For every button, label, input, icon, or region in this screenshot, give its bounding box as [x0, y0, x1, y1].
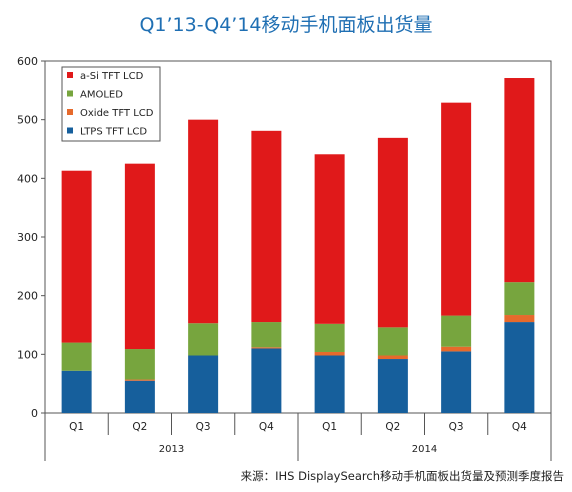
bar-segment-amoled	[188, 323, 219, 356]
bar-segment-oxide-tft-lcd	[441, 346, 472, 352]
legend-label: LTPS TFT LCD	[80, 127, 147, 138]
x-tick-label: Q3	[196, 421, 211, 433]
y-tick-label: 400	[17, 172, 38, 185]
legend-swatch	[67, 72, 73, 78]
bar-segment-oxide-tft-lcd	[377, 355, 408, 360]
bar-segment-a-si-tft-lcd	[377, 137, 408, 328]
year-label: 2014	[412, 444, 437, 455]
bar-segment-ltps-tft-lcd	[251, 348, 282, 413]
bar-segment-a-si-tft-lcd	[314, 154, 345, 324]
source-note: 来源：IHS DisplaySearch移动手机面板出货量及预测季度报告	[240, 469, 564, 483]
x-tick-label: Q1	[322, 421, 337, 433]
bar-segment-ltps-tft-lcd	[441, 351, 472, 413]
legend-label: a-Si TFT LCD	[80, 71, 144, 82]
legend-label: Oxide TFT LCD	[80, 108, 154, 119]
bar-segment-oxide-tft-lcd	[314, 351, 345, 356]
bar-segment-amoled	[504, 282, 535, 316]
bar-segment-amoled	[314, 323, 345, 352]
bar-segment-oxide-tft-lcd	[124, 379, 155, 381]
bar-segment-a-si-tft-lcd	[441, 102, 472, 316]
legend-label: AMOLED	[80, 90, 123, 101]
x-tick-label: Q1	[69, 421, 84, 433]
bar-segment-a-si-tft-lcd	[504, 78, 535, 283]
bar-segment-a-si-tft-lcd	[188, 119, 219, 324]
x-tick-label: Q4	[259, 421, 274, 433]
bar-segment-amoled	[251, 322, 282, 348]
bar-segment-ltps-tft-lcd	[188, 355, 219, 413]
y-tick-label: 600	[17, 55, 38, 68]
legend-swatch	[67, 90, 73, 97]
bar-segment-ltps-tft-lcd	[61, 370, 92, 413]
x-tick-label: Q4	[512, 421, 527, 433]
chart-title: Q1’13-Q4’14移动手机面板出货量	[139, 14, 433, 36]
y-tick-label: 0	[31, 407, 38, 420]
bar-segment-ltps-tft-lcd	[124, 380, 155, 413]
bar-segment-amoled	[61, 342, 92, 371]
y-tick-label: 300	[17, 231, 38, 244]
bar-segment-a-si-tft-lcd	[61, 170, 92, 343]
y-tick-label: 500	[17, 114, 38, 127]
bar-segment-amoled	[124, 349, 155, 380]
bar-segment-amoled	[377, 327, 408, 356]
bar-segment-oxide-tft-lcd	[504, 315, 535, 323]
y-tick-label: 100	[17, 348, 38, 361]
bar-segment-ltps-tft-lcd	[377, 359, 408, 413]
bar-segment-amoled	[441, 315, 472, 347]
bar-segment-a-si-tft-lcd	[251, 130, 282, 323]
bar-segment-ltps-tft-lcd	[314, 355, 345, 413]
x-tick-label: Q3	[449, 421, 464, 433]
legend-swatch	[67, 109, 73, 115]
legend-swatch	[67, 127, 73, 134]
year-label: 2013	[159, 444, 184, 455]
y-tick-label: 200	[17, 290, 38, 303]
bar-segment-oxide-tft-lcd	[251, 347, 282, 349]
x-tick-label: Q2	[385, 421, 400, 433]
legend-box	[61, 66, 161, 142]
x-tick-label: Q2	[132, 421, 147, 433]
bar-segment-ltps-tft-lcd	[504, 322, 535, 413]
bar-segment-a-si-tft-lcd	[124, 163, 155, 350]
